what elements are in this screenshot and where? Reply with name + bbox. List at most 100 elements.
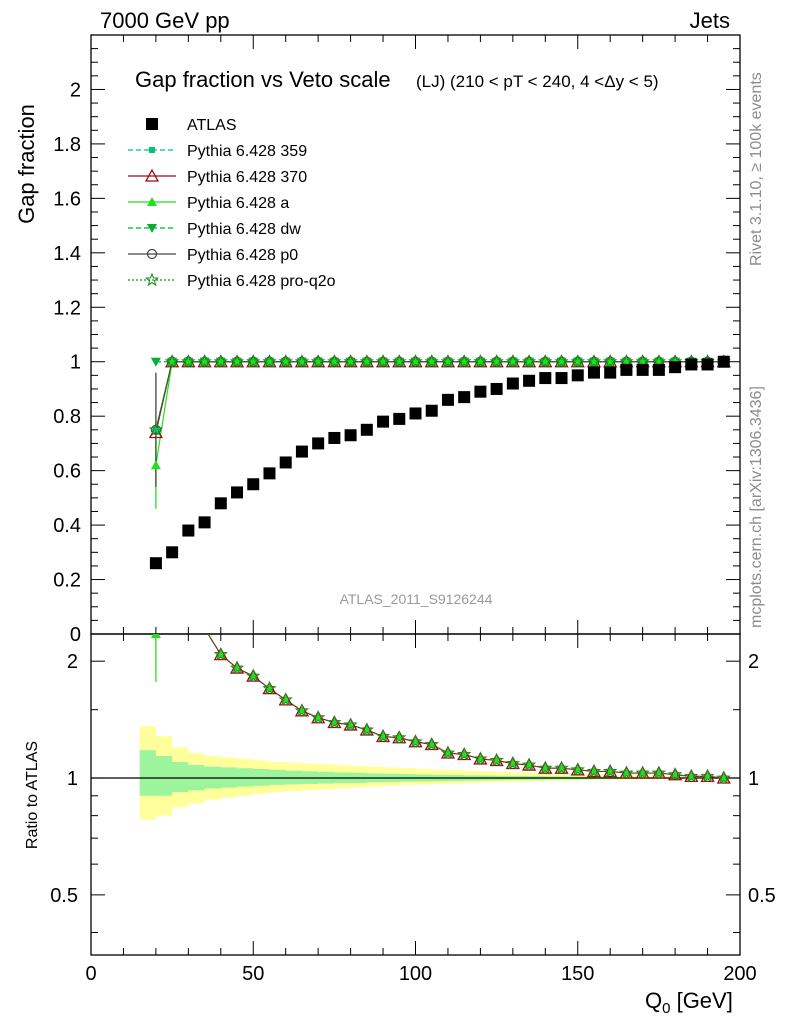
ratio-point-a — [687, 772, 696, 780]
ratio-point-pq2o — [603, 763, 618, 778]
ratio-point-p370 — [408, 734, 423, 748]
data-point-atlas — [425, 404, 438, 417]
top-y-axis-label: Gap fraction — [14, 104, 39, 224]
legend-marker-pq2o — [144, 272, 160, 287]
legend-label-pa: Pythia 6.428 a — [187, 195, 289, 212]
ratio-point-a — [249, 672, 258, 680]
data-point-atlas — [377, 415, 390, 428]
data-point-pq2o — [570, 354, 585, 368]
x-axis-label: Q0 [GeV] — [645, 988, 733, 1017]
ratio-point-pq2o — [586, 763, 602, 778]
ratio-point-a — [216, 650, 225, 658]
ratio-y-tick-label: 1 — [67, 768, 78, 790]
ratio-point-a — [525, 761, 534, 769]
data-point-atlas — [344, 429, 357, 442]
ratio-point-pq2o — [327, 715, 342, 729]
data-point-pq2o — [392, 354, 407, 368]
data-point-pq2o — [538, 354, 553, 368]
legend-label-pq2o: Pythia 6.428 pro-q2o — [187, 273, 336, 290]
data-point-atlas — [409, 407, 422, 420]
legend-label-pdw: Pythia 6.428 dw — [187, 221, 301, 238]
ratio-point-a — [476, 754, 485, 762]
x-tick-label: 100 — [399, 963, 432, 985]
ratio-point-p370 — [716, 770, 731, 784]
data-point-pq2o — [246, 354, 261, 368]
ratio-point-p370 — [619, 765, 634, 779]
data-point-atlas — [474, 385, 487, 398]
ratio-point-p370 — [343, 717, 358, 731]
top-y-tick-label: 0.4 — [53, 515, 81, 537]
ratio-point-a — [719, 774, 728, 782]
ratio-point-p370 — [327, 715, 342, 729]
top-y-tick-label: 0.2 — [53, 570, 81, 592]
data-point-pa — [150, 460, 161, 470]
ratio-point-p370 — [457, 747, 472, 761]
ratio-point-pq2o — [375, 728, 391, 743]
ratio-band-inner — [139, 750, 741, 796]
data-point-atlas — [231, 486, 244, 499]
ratio-point-pq2o — [716, 770, 731, 785]
legend-label-pp0: Pythia 6.428 p0 — [187, 247, 298, 264]
data-point-pq2o — [229, 354, 245, 368]
data-point-pq2o — [262, 354, 277, 368]
x-tick-label: 50 — [242, 963, 264, 985]
ratio-point-pq2o — [359, 722, 374, 737]
top-series-group — [148, 354, 731, 570]
ratio-point-p370 — [262, 681, 277, 695]
ratio-point-p370 — [586, 764, 602, 778]
data-point-atlas — [685, 358, 698, 371]
legend-marker-pdw — [147, 224, 157, 233]
data-point-atlas — [571, 369, 584, 382]
data-point-pq2o — [197, 354, 212, 368]
header-right: Jets — [689, 8, 730, 33]
mcplots-label: mcplots.cern.ch [arXiv:1306.3436] — [748, 386, 765, 628]
ratio-point-pq2o — [440, 745, 456, 760]
ratio-point-a — [362, 725, 371, 733]
ratio-point-pq2o — [651, 765, 667, 780]
ratio-point-a — [654, 769, 663, 777]
data-point-pq2o — [505, 354, 520, 368]
ratio-point-a — [460, 750, 469, 758]
data-point-atlas — [523, 374, 536, 387]
legend-marker-pp0 — [146, 248, 158, 260]
data-point-atlas — [166, 546, 179, 559]
data-point-pq2o — [164, 354, 180, 368]
data-point-atlas — [636, 363, 649, 376]
ratio-point-a — [281, 695, 290, 703]
ratio-y-tick-label-right: 0.5 — [748, 885, 776, 907]
data-point-atlas — [555, 372, 568, 385]
ratio-point-p370 — [392, 730, 407, 744]
ratio-point-a — [541, 764, 550, 772]
data-point-atlas — [490, 382, 503, 395]
data-point-pdw — [150, 357, 161, 367]
series-line-pa — [155, 361, 724, 466]
ratio-point-a — [492, 756, 501, 764]
data-point-pq2o — [181, 354, 196, 368]
ratio-point-pq2o — [408, 734, 423, 748]
data-point-atlas — [539, 372, 552, 385]
ratio-point-p370 — [473, 751, 488, 765]
data-point-atlas — [604, 366, 617, 379]
ratio-y-tick-label: 2 — [67, 651, 78, 673]
top-y-tick-label: 1.6 — [53, 188, 81, 210]
ratio-point-pq2o — [392, 730, 407, 744]
ratio-y-tick-label-right: 2 — [748, 651, 759, 673]
data-point-atlas — [149, 557, 162, 570]
ratio-point-pq2o — [311, 710, 326, 724]
data-point-atlas — [620, 363, 633, 376]
data-point-pq2o — [375, 354, 391, 368]
ratio-point-a — [297, 706, 306, 714]
data-point-atlas — [247, 478, 260, 491]
top-y-tick-label: 1 — [70, 352, 81, 374]
ratio-point-pq2o — [635, 765, 650, 780]
ratio-point-p370 — [651, 765, 666, 779]
ratio-point-pq2o — [521, 757, 537, 772]
ratio-series-group — [150, 634, 731, 785]
legend-marker-pa — [147, 197, 157, 206]
ratio-point-p370 — [424, 737, 439, 751]
data-point-atlas — [295, 445, 308, 458]
ratio-y-tick-label-right: 1 — [748, 768, 759, 790]
ratio-y-tick-label: 0.5 — [50, 885, 78, 907]
ratio-point-p370 — [505, 756, 520, 770]
chart-subtitle: (LJ) (210 < pT < 240, 4 <Δy < 5) — [416, 72, 659, 91]
